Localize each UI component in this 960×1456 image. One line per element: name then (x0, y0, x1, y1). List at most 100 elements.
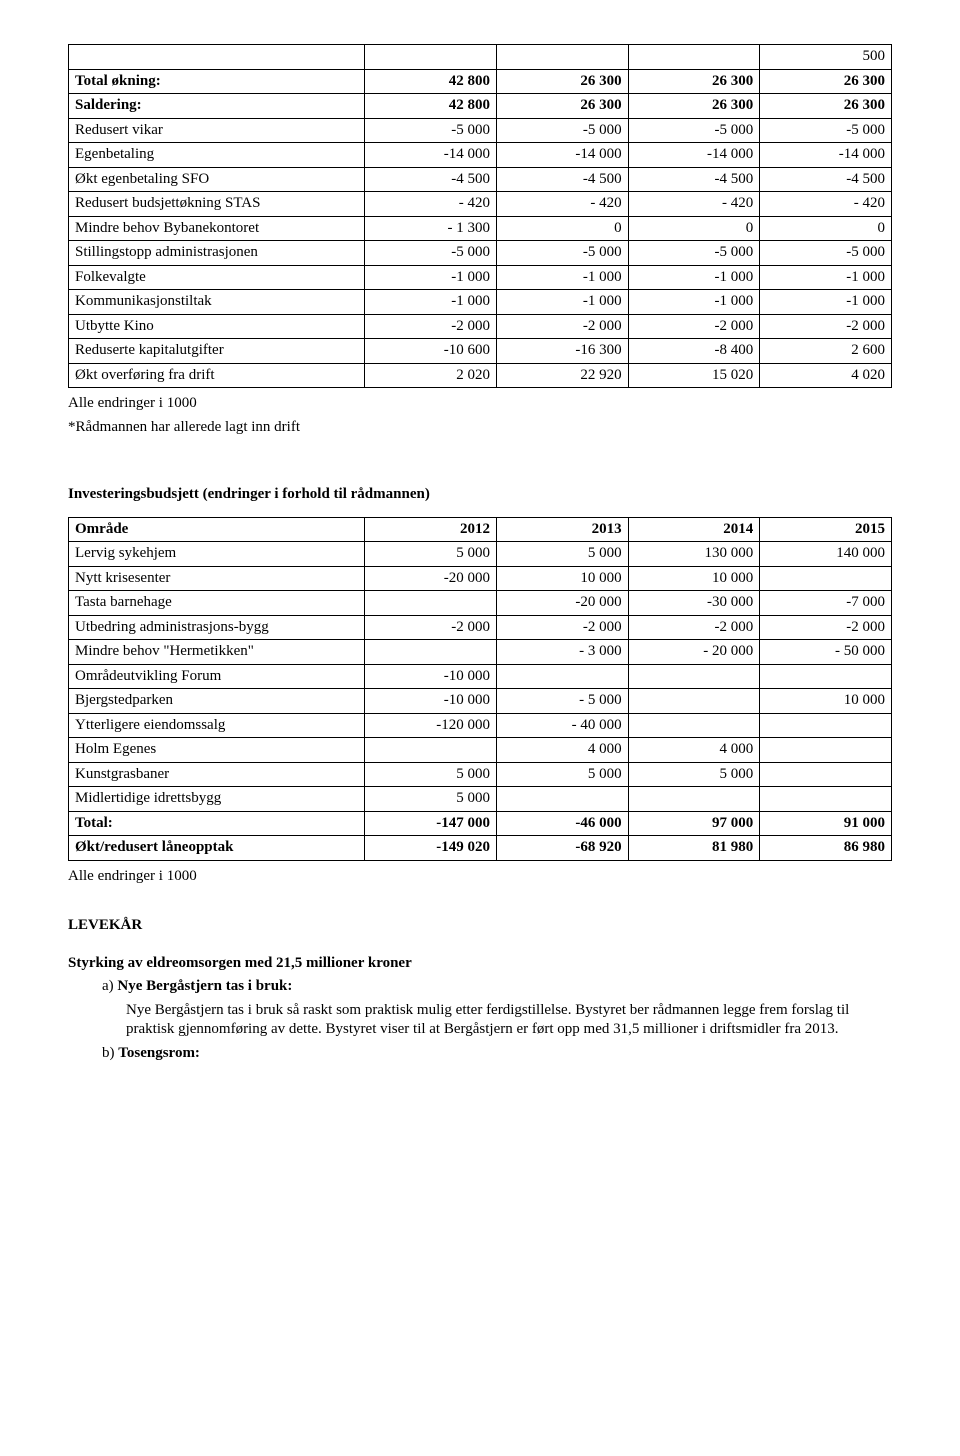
row-label: Økt overføring fra drift (69, 363, 365, 388)
row-value: -30 000 (628, 591, 760, 616)
row-value: 130 000 (628, 542, 760, 567)
table-row: Egenbetaling-14 000-14 000-14 000-14 000 (69, 143, 892, 168)
row-value: 0 (760, 216, 892, 241)
row-value: 15 020 (628, 363, 760, 388)
row-value (760, 713, 892, 738)
row-value (760, 738, 892, 763)
row-value: - 420 (496, 192, 628, 217)
row-value: 26 300 (628, 94, 760, 119)
table-row: Kommunikasjonstiltak-1 000-1 000-1 000-1… (69, 290, 892, 315)
table-row: Redusert vikar-5 000-5 000-5 000-5 000 (69, 118, 892, 143)
table-row: Utbytte Kino-2 000-2 000-2 000-2 000 (69, 314, 892, 339)
row-value: -1 000 (365, 265, 497, 290)
row-value: -4 500 (760, 167, 892, 192)
row-value: - 420 (628, 192, 760, 217)
row-value: -1 000 (760, 290, 892, 315)
row-value: 81 980 (628, 836, 760, 861)
table-row: Total:-147 000-46 00097 00091 000 (69, 811, 892, 836)
row-label: Økt egenbetaling SFO (69, 167, 365, 192)
row-value: 10 000 (760, 689, 892, 714)
row-value: 26 300 (760, 94, 892, 119)
list-marker-b: b) (102, 1045, 115, 1061)
row-value: -14 000 (760, 143, 892, 168)
row-label: Folkevalgte (69, 265, 365, 290)
row-label: Kunstgrasbaner (69, 762, 365, 787)
row-label: Mindre behov "Hermetikken" (69, 640, 365, 665)
row-value (628, 713, 760, 738)
row-value: 97 000 (628, 811, 760, 836)
list-item-a: a) Nye Bergåstjern tas i bruk: (102, 977, 892, 997)
row-value: -5 000 (628, 118, 760, 143)
table-row: Bjergstedparken-10 000- 5 00010 000 (69, 689, 892, 714)
row-value (496, 787, 628, 812)
row-value (760, 787, 892, 812)
row-value: -46 000 (496, 811, 628, 836)
row-value: -10 000 (365, 664, 497, 689)
row-value: -1 000 (496, 290, 628, 315)
row-value (365, 591, 497, 616)
investment-budget-title-text: Investeringsbudsjett (endringer i forhol… (68, 486, 430, 502)
row-value: -5 000 (365, 118, 497, 143)
row-value: -2 000 (365, 314, 497, 339)
row-label: Stillingstopp administrasjonen (69, 241, 365, 266)
row-value: 2 600 (760, 339, 892, 364)
table-row: Mindre behov Bybanekontoret- 1 300000 (69, 216, 892, 241)
table-row: Midlertidige idrettsbygg5 000 (69, 787, 892, 812)
row-label: Ytterligere eiendomssalg (69, 713, 365, 738)
table-row: Lervig sykehjem5 0005 000130 000140 000 (69, 542, 892, 567)
row-value: -1 000 (760, 265, 892, 290)
row-value: - 20 000 (628, 640, 760, 665)
row-value: -1 000 (496, 265, 628, 290)
row-label: Tasta barnehage (69, 591, 365, 616)
table-row: Holm Egenes4 0004 000 (69, 738, 892, 763)
row-value: 91 000 (760, 811, 892, 836)
budget-changes-table: 500 Total økning:42 80026 30026 30026 30… (68, 44, 892, 388)
table1-header-blank (69, 45, 365, 70)
row-value: -68 920 (496, 836, 628, 861)
row-label: Egenbetaling (69, 143, 365, 168)
row-value: 2 020 (365, 363, 497, 388)
row-value (628, 787, 760, 812)
row-value: -8 400 (628, 339, 760, 364)
row-value: 26 300 (760, 69, 892, 94)
row-label: Kommunikasjonstiltak (69, 290, 365, 315)
table-row: Folkevalgte-1 000-1 000-1 000-1 000 (69, 265, 892, 290)
table-row: Saldering:42 80026 30026 30026 300 (69, 94, 892, 119)
table-row: Økt/redusert låneopptak-149 020-68 92081… (69, 836, 892, 861)
row-value: 5 000 (628, 762, 760, 787)
note-all-changes-1000-b: Alle endringer i 1000 (68, 867, 892, 887)
row-value: 86 980 (760, 836, 892, 861)
row-value: 10 000 (496, 566, 628, 591)
list-title-a: Nye Bergåstjern tas i bruk: (117, 978, 292, 994)
row-value: -5 000 (365, 241, 497, 266)
row-value: 5 000 (365, 787, 497, 812)
row-value: -1 000 (365, 290, 497, 315)
row-label: Utbytte Kino (69, 314, 365, 339)
row-value: - 420 (760, 192, 892, 217)
table-row: Utbedring administrasjons-bygg-2 000-2 0… (69, 615, 892, 640)
note-all-changes-1000: Alle endringer i 1000 (68, 394, 892, 414)
row-value: -7 000 (760, 591, 892, 616)
list-body-a: Nye Bergåstjern tas i bruk så raskt som … (126, 1001, 892, 1040)
row-value (760, 762, 892, 787)
row-label: Total økning: (69, 69, 365, 94)
table-row: Mindre behov "Hermetikken"- 3 000- 20 00… (69, 640, 892, 665)
row-value: -5 000 (496, 241, 628, 266)
row-value: -147 000 (365, 811, 497, 836)
row-value: -14 000 (496, 143, 628, 168)
row-value: 5 000 (365, 542, 497, 567)
table-row: Nytt krisesenter-20 00010 00010 000 (69, 566, 892, 591)
row-value: 140 000 (760, 542, 892, 567)
row-value: -4 500 (628, 167, 760, 192)
styrking-heading: Styrking av eldreomsorgen med 21,5 milli… (68, 954, 892, 974)
row-value: - 5 000 (496, 689, 628, 714)
row-value: -2 000 (760, 615, 892, 640)
row-value: 5 000 (496, 542, 628, 567)
row-value (496, 664, 628, 689)
row-value: -14 000 (628, 143, 760, 168)
row-value (365, 640, 497, 665)
row-label: Områdeutvikling Forum (69, 664, 365, 689)
note-radmannen: *Rådmannen har allerede lagt inn drift (68, 418, 892, 438)
row-value: -10 000 (365, 689, 497, 714)
table2-header-2014: 2014 (628, 517, 760, 542)
